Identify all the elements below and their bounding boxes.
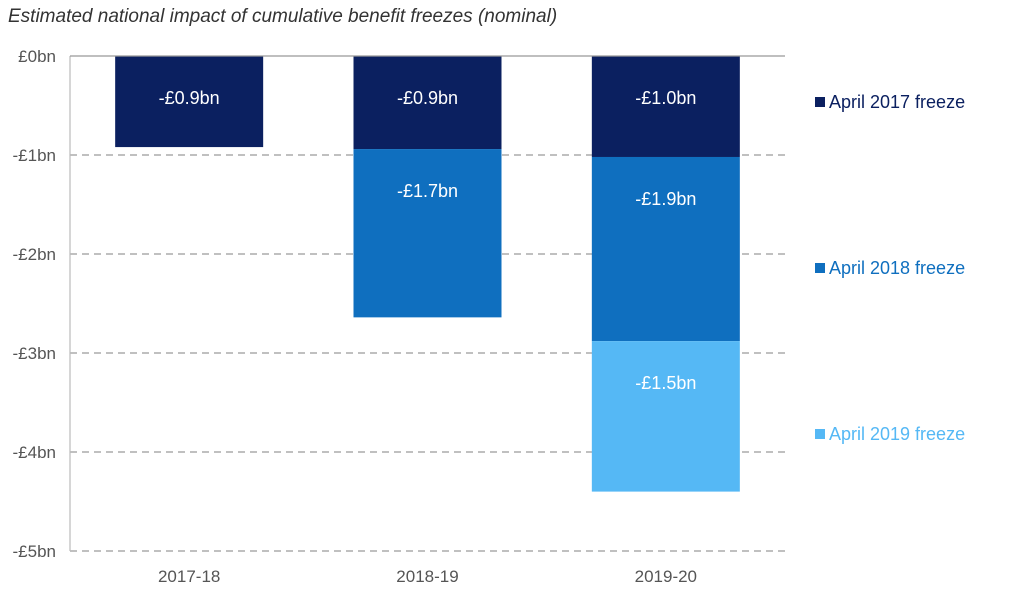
y-tick-label: -£2bn [13, 245, 56, 264]
data-label: -£1.9bn [635, 189, 696, 209]
data-label: -£0.9bn [159, 88, 220, 108]
legend-label: April 2019 freeze [829, 424, 965, 444]
bar-segment [591, 156, 740, 342]
y-tick-label: -£4bn [13, 443, 56, 462]
data-label: -£0.9bn [397, 88, 458, 108]
x-tick-label: 2019-20 [635, 567, 697, 586]
bar-segment [353, 56, 502, 150]
bar-segment [591, 341, 740, 492]
legend-swatch [815, 263, 825, 273]
legend-label: April 2017 freeze [829, 92, 965, 112]
legend-label: April 2018 freeze [829, 258, 965, 278]
data-label: -£1.5bn [635, 373, 696, 393]
legend-swatch [815, 429, 825, 439]
legend-swatch [815, 97, 825, 107]
bar-segment [353, 149, 502, 318]
bar-segment [591, 56, 740, 157]
y-tick-label: £0bn [18, 47, 56, 66]
data-label: -£1.0bn [635, 88, 696, 108]
chart-title: Estimated national impact of cumulative … [8, 6, 558, 27]
y-tick-label: -£1bn [13, 146, 56, 165]
data-label: -£1.7bn [397, 181, 458, 201]
x-tick-label: 2017-18 [158, 567, 220, 586]
bar-segment [115, 56, 264, 148]
x-tick-label: 2018-19 [396, 567, 458, 586]
y-tick-label: -£5bn [13, 542, 56, 561]
y-tick-label: -£3bn [13, 344, 56, 363]
